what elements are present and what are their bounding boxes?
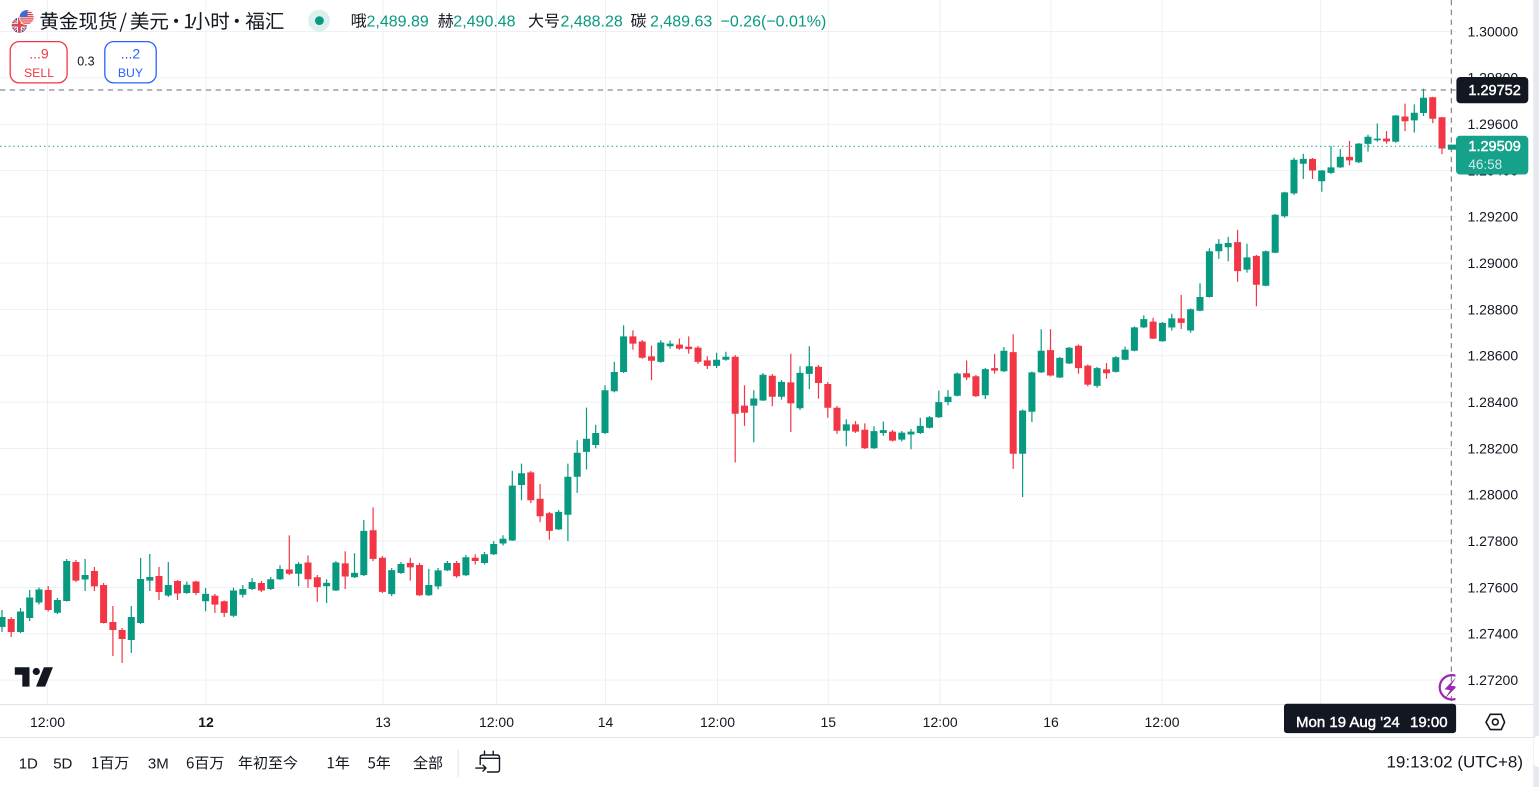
svg-text:3M: 3M [148,755,169,772]
svg-text:1.27800: 1.27800 [1468,533,1519,549]
svg-text:...2: ...2 [121,46,141,62]
svg-text:1.27200: 1.27200 [1468,672,1519,688]
svg-text:1.27400: 1.27400 [1468,626,1519,642]
svg-text:12:00: 12:00 [700,714,735,730]
svg-text:1D: 1D [19,755,38,772]
svg-text:BUY: BUY [118,66,143,80]
svg-text:12:00: 12:00 [479,714,514,730]
svg-text:1.29600: 1.29600 [1468,116,1519,132]
svg-text:...9: ...9 [29,46,49,62]
svg-text:19:00: 19:00 [1410,714,1448,731]
svg-text:13: 13 [375,714,391,730]
svg-text:2,490.48: 2,490.48 [453,14,515,31]
svg-text:1.28400: 1.28400 [1468,394,1519,410]
svg-text:1.28000: 1.28000 [1468,487,1519,503]
svg-text:12:00: 12:00 [923,714,958,730]
svg-text:1.27600: 1.27600 [1468,579,1519,595]
svg-text:1.30000: 1.30000 [1468,23,1519,39]
svg-text:1.29752: 1.29752 [1468,83,1520,99]
svg-text:1.28600: 1.28600 [1468,348,1519,364]
svg-text:1.29200: 1.29200 [1468,209,1519,225]
svg-text:SELL: SELL [24,66,54,80]
svg-text:12: 12 [198,714,214,730]
svg-text:0.3: 0.3 [77,54,94,68]
svg-text:15: 15 [821,714,837,730]
svg-text:14: 14 [598,714,614,730]
svg-text:5D: 5D [53,755,72,772]
svg-text:46:58: 46:58 [1468,157,1502,172]
svg-text:−0.26(−0.01%): −0.26(−0.01%) [721,14,827,31]
svg-text:19:13:02 (UTC+8): 19:13:02 (UTC+8) [1386,752,1523,771]
svg-text:1.29509: 1.29509 [1468,139,1520,155]
svg-text:Mon 19 Aug '24: Mon 19 Aug '24 [1296,714,1400,731]
svg-text:1.28200: 1.28200 [1468,440,1519,456]
svg-text:2,489.89: 2,489.89 [367,14,429,31]
svg-text:2,489.63: 2,489.63 [650,14,712,31]
svg-text:2,488.28: 2,488.28 [561,14,623,31]
svg-text:12:00: 12:00 [1144,714,1179,730]
svg-text:12:00: 12:00 [30,714,65,730]
svg-text:16: 16 [1043,714,1059,730]
svg-text:1.29000: 1.29000 [1468,255,1519,271]
svg-text:1.28800: 1.28800 [1468,301,1519,317]
